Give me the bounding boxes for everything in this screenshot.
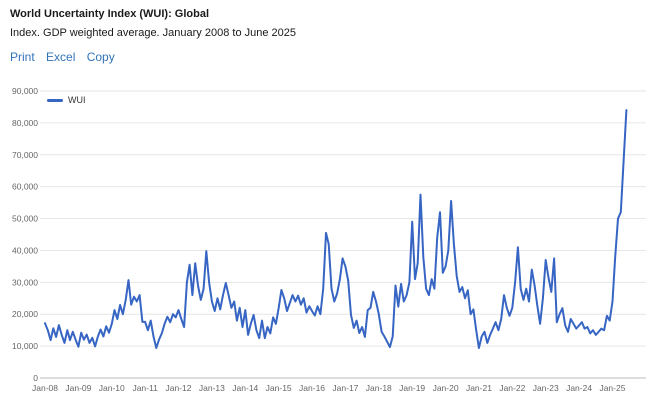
x-axis-label: Jan-12 [166,383,192,393]
x-axis-label: Jan-08 [32,383,58,393]
y-axis-label: 40,000 [12,245,38,255]
x-axis-label: Jan-23 [533,383,559,393]
copy-button[interactable]: Copy [86,50,115,64]
legend-label: WUI [68,95,86,105]
excel-button[interactable]: Excel [46,50,76,64]
print-button[interactable]: Print [10,50,35,64]
x-axis-label: Jan-15 [266,383,292,393]
y-axis-label: 0 [33,373,38,383]
page-subtitle: Index. GDP weighted average. January 200… [10,27,296,39]
x-axis-label: Jan-21 [466,383,492,393]
x-axis-label: Jan-13 [199,383,225,393]
y-axis-label: 60,000 [12,182,38,192]
x-axis-label: Jan-22 [499,383,525,393]
x-axis-label: Jan-20 [433,383,459,393]
x-axis-label: Jan-09 [65,383,91,393]
y-axis-label: 90,000 [12,86,38,96]
y-axis-label: 70,000 [12,150,38,160]
x-axis-label: Jan-10 [99,383,125,393]
x-axis-label: Jan-25 [599,383,625,393]
x-axis-label: Jan-16 [299,383,325,393]
y-axis-label: 30,000 [12,277,38,287]
y-axis-label: 50,000 [12,214,38,224]
export-toolbar: Print Excel Copy [10,50,123,64]
y-axis-label: 80,000 [12,118,38,128]
x-axis-label: Jan-14 [232,383,258,393]
page-title: World Uncertainty Index (WUI): Global [10,8,210,20]
legend[interactable]: WUI [47,95,86,105]
legend-line-swatch [47,98,63,102]
x-axis-label: Jan-17 [332,383,358,393]
x-axis-label: Jan-11 [132,383,158,393]
x-axis-label: Jan-19 [399,383,425,393]
y-axis-label: 20,000 [12,309,38,319]
y-axis-label: 10,000 [12,341,38,351]
wui-series-line[interactable] [44,109,628,349]
x-axis-label: Jan-24 [566,383,592,393]
x-axis-label: Jan-18 [366,383,392,393]
